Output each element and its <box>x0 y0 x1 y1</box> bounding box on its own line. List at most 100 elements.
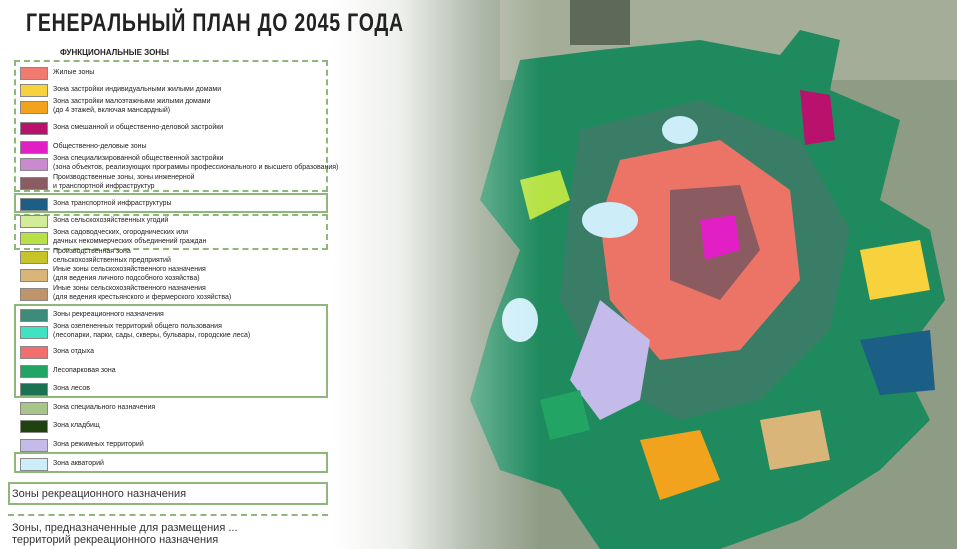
legend-label-line: Производственная зона <box>53 248 131 255</box>
footer-line: Зоны, предназначенные для размещения ... <box>12 522 238 534</box>
legend-label-line: и транспортной инфраструктур <box>53 182 155 190</box>
legend-swatch <box>20 198 48 211</box>
legend-label-line: Зона застройки малоэтажными жилыми домам… <box>53 98 211 105</box>
legend-label-line: Зона сельскохозяйственных угодий <box>53 217 169 224</box>
legend-swatch <box>20 141 48 154</box>
legend-label-line: Иные зоны сельскохозяйственного назначен… <box>53 285 206 292</box>
legend-label: Зона режимных территорий <box>53 441 144 450</box>
legend-label: Производственные зоны, зоны инженерной и … <box>53 174 195 191</box>
legend-label-line: (зона объектов, реализующих программы пр… <box>53 163 339 171</box>
legend-label: Жилые зоны <box>53 69 94 78</box>
footer-frame <box>8 514 328 549</box>
legend-item: Зона лесов <box>20 382 340 398</box>
legend-label-line: Общественно-деловые зоны <box>53 143 147 150</box>
legend-label: Зона озелененных территорий общего польз… <box>53 323 250 340</box>
legend-item: Зоны рекреационного назначения <box>20 308 340 324</box>
legend-swatch <box>20 67 48 80</box>
legend-item: Зона кладбищ <box>20 419 340 435</box>
footer-line: территорий рекреационного назначения <box>12 534 219 546</box>
legend-swatch <box>20 288 48 301</box>
legend-title: ФУНКЦИОНАЛЬНЫЕ ЗОНЫ <box>60 48 169 57</box>
legend-label-line: Жилые зоны <box>53 69 95 76</box>
legend-swatch <box>20 365 48 378</box>
legend-label: Зона застройки малоэтажными жилыми домам… <box>53 98 210 115</box>
legend-item: Зона сельскохозяйственных угодий <box>20 214 340 230</box>
group-frame <box>14 193 328 213</box>
legend-swatch <box>20 439 48 452</box>
legend-label: Зона специализированной общественной зас… <box>53 155 338 172</box>
group-frame <box>14 452 328 473</box>
footer-box: Зоны, предназначенные для размещения ...… <box>12 522 238 546</box>
legend-label-line: Зона акваторий <box>53 460 104 467</box>
legend-label-line: Зона кладбищ <box>53 422 100 429</box>
legend-label-line: Производственные зоны, зоны инженерной <box>53 174 195 181</box>
legend-label: Общественно-деловые зоны <box>53 143 147 152</box>
group-frame <box>14 304 328 398</box>
legend-swatch <box>20 458 48 471</box>
legend-label-line: Зона специализированной общественной зас… <box>53 155 224 162</box>
legend-label: Зона транспортной инфраструктуры <box>53 200 172 209</box>
legend-swatch <box>20 158 48 171</box>
legend-item: Зона озелененных территорий общего польз… <box>20 323 340 341</box>
legend-swatch <box>20 215 48 228</box>
legend-label: Зона застройки индивидуальными жилыми до… <box>53 86 221 95</box>
legend-item: Лесопарковая зона <box>20 364 340 380</box>
legend-label: Зона лесов <box>53 385 90 394</box>
legend-item: Зона специализированной общественной зас… <box>20 155 340 173</box>
legend-label: Зона кладбищ <box>53 422 100 431</box>
legend-label-line: Зона смешанной и общественно-деловой зас… <box>53 124 224 131</box>
legend-label: Зона специального назначения <box>53 404 155 413</box>
legend-label-line: (до 4 этажей, включая мансардный) <box>53 106 171 114</box>
legend-label-line: Зона застройки индивидуальными жилыми до… <box>53 86 222 93</box>
group-frame <box>14 214 328 250</box>
legend-label-line: Зоны рекреационного назначения <box>53 311 164 318</box>
legend-label: Зоны рекреационного назначения <box>53 311 164 320</box>
legend-label: Производственная зона сельскохозяйственны… <box>53 248 171 265</box>
legend-item: Зона садоводческих, огороднических или да… <box>20 229 340 247</box>
legend-swatch <box>20 84 48 97</box>
legend-swatch <box>20 346 48 359</box>
legend-swatch <box>20 420 48 433</box>
legend-item: Иные зоны сельскохозяйственного назначен… <box>20 266 340 284</box>
legend-swatch <box>20 177 48 190</box>
legend-label: Зона садоводческих, огороднических или да… <box>53 229 206 246</box>
legend-label-line: Зона отдыха <box>53 348 94 355</box>
legend-item: Зона транспортной инфраструктуры <box>20 197 340 213</box>
legend-label-line: сельскохозяйственных предприятий <box>53 256 171 264</box>
legend-label: Лесопарковая зона <box>53 367 116 376</box>
legend-swatch <box>20 383 48 396</box>
footer-box: Зоны рекреационного назначения <box>12 488 187 500</box>
group-frame <box>14 60 328 192</box>
legend-label-line: (для ведения крестьянского и фермерского… <box>53 293 232 301</box>
legend-item: Иные зоны сельскохозяйственного назначен… <box>20 285 340 303</box>
legend-label-line: Лесопарковая зона <box>53 367 116 374</box>
legend-item: Зона акваторий <box>20 457 340 473</box>
legend-label: Иные зоны сельскохозяйственного назначен… <box>53 285 231 302</box>
legend-swatch <box>20 251 48 264</box>
legend-item: Зона смешанной и общественно-деловой зас… <box>20 121 340 137</box>
legend-swatch <box>20 309 48 322</box>
footer-frame <box>8 482 328 505</box>
legend-item: Зона отдыха <box>20 345 340 361</box>
legend-label-line: Зона садоводческих, огороднических или <box>53 229 189 236</box>
legend-swatch <box>20 122 48 135</box>
legend-item: Общественно-деловые зоны <box>20 140 340 156</box>
legend-label-line: Зона режимных территорий <box>53 441 144 448</box>
legend-swatch <box>20 101 48 114</box>
legend-label-line: Иные зоны сельскохозяйственного назначен… <box>53 266 206 273</box>
legend-label-line: (лесопарки, парки, сады, скверы, бульвар… <box>53 331 251 339</box>
legend-item: Зона застройки малоэтажными жилыми домам… <box>20 98 340 116</box>
legend-label-line: Зона транспортной инфраструктуры <box>53 200 172 207</box>
legend-label-line: (для ведения личного подсобного хозяйств… <box>53 274 200 282</box>
legend-label: Зона сельскохозяйственных угодий <box>53 217 168 226</box>
legend-label-line: Зона специального назначения <box>53 404 156 411</box>
legend-swatch <box>20 269 48 282</box>
legend-label: Зона смешанной и общественно-деловой зас… <box>53 124 223 133</box>
legend-label-line: Зона лесов <box>53 385 90 392</box>
legend-item: Жилые зоны <box>20 66 340 82</box>
legend-label: Иные зоны сельскохозяйственного назначен… <box>53 266 206 283</box>
legend-swatch <box>20 402 48 415</box>
legend-label: Зона акваторий <box>53 460 104 469</box>
legend-item: Производственные зоны, зоны инженерной и … <box>20 174 340 192</box>
